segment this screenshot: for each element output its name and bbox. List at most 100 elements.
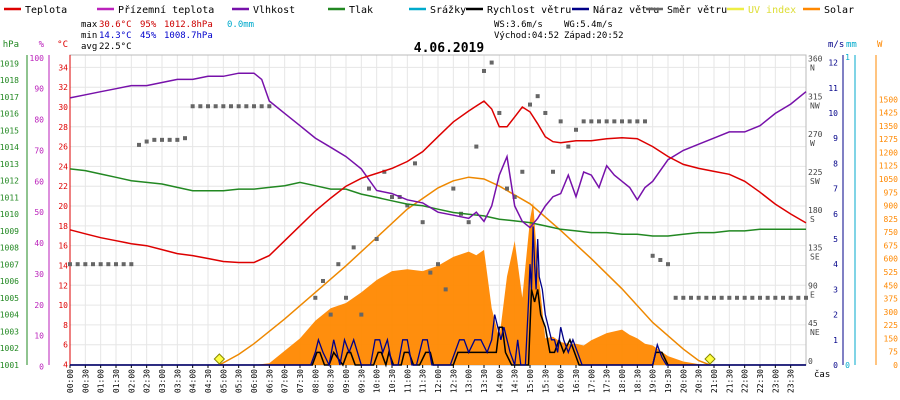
wind-direction-point bbox=[144, 139, 149, 144]
legend-label: UV index bbox=[748, 5, 796, 16]
stats-avg-label: avg bbox=[81, 42, 97, 52]
wind-direction-point bbox=[313, 295, 318, 300]
wind-direction-point bbox=[735, 295, 739, 300]
watts-tick-label: 1200 bbox=[879, 148, 898, 157]
time-tick-label: 15:30 bbox=[541, 369, 550, 393]
watts-tick-label: 825 bbox=[884, 215, 899, 224]
legend-label: Směr větru bbox=[667, 4, 727, 16]
mm-unit-label: mm bbox=[846, 40, 857, 50]
hpa-tick-label: 1001 bbox=[0, 361, 19, 370]
wind-direction-point bbox=[91, 262, 95, 267]
wind-direction-point bbox=[750, 295, 755, 300]
time-tick-label: 00:30 bbox=[81, 369, 90, 393]
wind-direction-point bbox=[581, 119, 586, 124]
hpa-tick-label: 1006 bbox=[0, 277, 19, 286]
wind-direction-point bbox=[704, 295, 709, 300]
stats-sunset: Západ:20:52 bbox=[564, 31, 624, 41]
wind-direction-point bbox=[428, 270, 433, 275]
wind-direction-point bbox=[213, 104, 218, 109]
watts-tick-label: 750 bbox=[884, 228, 899, 237]
time-tick-label: 07:00 bbox=[281, 369, 290, 393]
wind-direction-point bbox=[321, 278, 325, 283]
wind-direction-point bbox=[183, 136, 187, 141]
legend-label: Solar bbox=[824, 5, 854, 16]
wind-direction-point bbox=[796, 295, 801, 300]
time-tick-label: 11:00 bbox=[403, 369, 412, 393]
watts-tick-label: 150 bbox=[884, 334, 899, 343]
ms-tick-label: 7 bbox=[833, 185, 838, 194]
wind-direction-point bbox=[344, 295, 348, 300]
right-axes: 360N315NW270W225SW180S135SE90E45NE0m/s01… bbox=[808, 40, 898, 370]
wind-direction-point bbox=[75, 262, 80, 267]
celsius-tick-label: 28 bbox=[58, 123, 68, 132]
time-tick-label: 21:30 bbox=[725, 369, 734, 393]
wind-direction-point bbox=[175, 137, 180, 142]
legend: Teplota Přízemní teplota Vlhkost Tlak Srážky… bbox=[4, 4, 854, 16]
solar-area bbox=[219, 202, 711, 365]
percent-tick-label: 70 bbox=[34, 146, 44, 155]
stats-max-label: max bbox=[81, 20, 98, 30]
time-tick-label: 04:00 bbox=[189, 369, 198, 393]
time-tick-label: 17:00 bbox=[587, 369, 596, 393]
wind-direction-point bbox=[160, 137, 164, 142]
wind-direction-point bbox=[367, 186, 371, 191]
wind-direction-point bbox=[482, 68, 486, 73]
direction-tick-label: SW bbox=[810, 177, 820, 186]
wind-direction-point bbox=[83, 262, 88, 267]
wind-direction-point bbox=[167, 137, 172, 142]
percent-tick-label: 10 bbox=[34, 332, 44, 341]
wind-direction-point bbox=[681, 295, 686, 300]
celsius-tick-label: 8 bbox=[63, 321, 68, 330]
time-tick-label: 14:30 bbox=[511, 369, 520, 393]
ms-tick-label: 11 bbox=[828, 84, 838, 93]
wind-direction-point bbox=[351, 245, 356, 250]
stats-max-rain: 0.0mm bbox=[227, 20, 254, 30]
direction-tick-label: NE bbox=[810, 328, 820, 337]
wind-direction-point bbox=[696, 295, 701, 300]
percent-tick-label: 40 bbox=[34, 239, 44, 248]
wind-direction-point bbox=[129, 262, 134, 267]
ms-tick-label: 0 bbox=[833, 361, 838, 370]
wind-direction-point bbox=[390, 194, 394, 199]
stats-sunrise: Východ:04:52 bbox=[494, 31, 559, 41]
legend-label: Teplota bbox=[25, 5, 67, 16]
wind-direction-point bbox=[520, 169, 525, 174]
percent-tick-label: 30 bbox=[34, 270, 44, 279]
wind-direction-point bbox=[374, 236, 379, 241]
stats-min-hum: 45% bbox=[140, 31, 157, 41]
wind-direction-point bbox=[382, 169, 387, 174]
stats-max-hum: 95% bbox=[140, 20, 157, 30]
direction-tick-label: SE bbox=[810, 253, 820, 262]
wind-direction-point bbox=[719, 295, 724, 300]
time-tick-label: 14:00 bbox=[495, 369, 504, 393]
direction-tick-label: E bbox=[810, 290, 815, 299]
wind-direction-point bbox=[244, 104, 249, 109]
watts-tick-label: 975 bbox=[884, 188, 899, 197]
wind-direction-point bbox=[742, 295, 747, 300]
legend-label: Rychlost větru bbox=[487, 4, 571, 16]
series-layer bbox=[68, 60, 808, 368]
celsius-tick-label: 30 bbox=[58, 103, 68, 112]
wind-direction-point bbox=[758, 295, 762, 300]
time-tick-label: 13:00 bbox=[465, 369, 474, 393]
ms-tick-label: 6 bbox=[833, 210, 838, 219]
celsius-tick-label: 18 bbox=[58, 222, 68, 231]
wind-direction-point bbox=[673, 295, 678, 300]
wind-direction-point bbox=[221, 104, 226, 109]
celsius-tick-label: 34 bbox=[58, 63, 68, 72]
hpa-tick-label: 1015 bbox=[0, 126, 19, 135]
percent-tick-label: 20 bbox=[34, 301, 44, 310]
left-axes: hPa1001100210031004100510061007100810091… bbox=[0, 40, 71, 372]
time-tick-label: 12:00 bbox=[434, 369, 443, 393]
wind-direction-point bbox=[236, 104, 241, 109]
stats-max-press: 1012.8hPa bbox=[164, 20, 213, 30]
wind-direction-point bbox=[328, 312, 333, 317]
wind-direction-point bbox=[137, 142, 141, 147]
mm-tick-label: 1 bbox=[845, 53, 850, 62]
direction-tick-label: S bbox=[810, 215, 815, 224]
stats-min-label: min bbox=[81, 31, 97, 41]
hpa-tick-label: 1002 bbox=[0, 344, 19, 353]
percent-tick-label: 60 bbox=[34, 177, 44, 186]
time-tick-label: 17:30 bbox=[603, 369, 612, 393]
ms-unit-label: m/s bbox=[828, 40, 844, 50]
